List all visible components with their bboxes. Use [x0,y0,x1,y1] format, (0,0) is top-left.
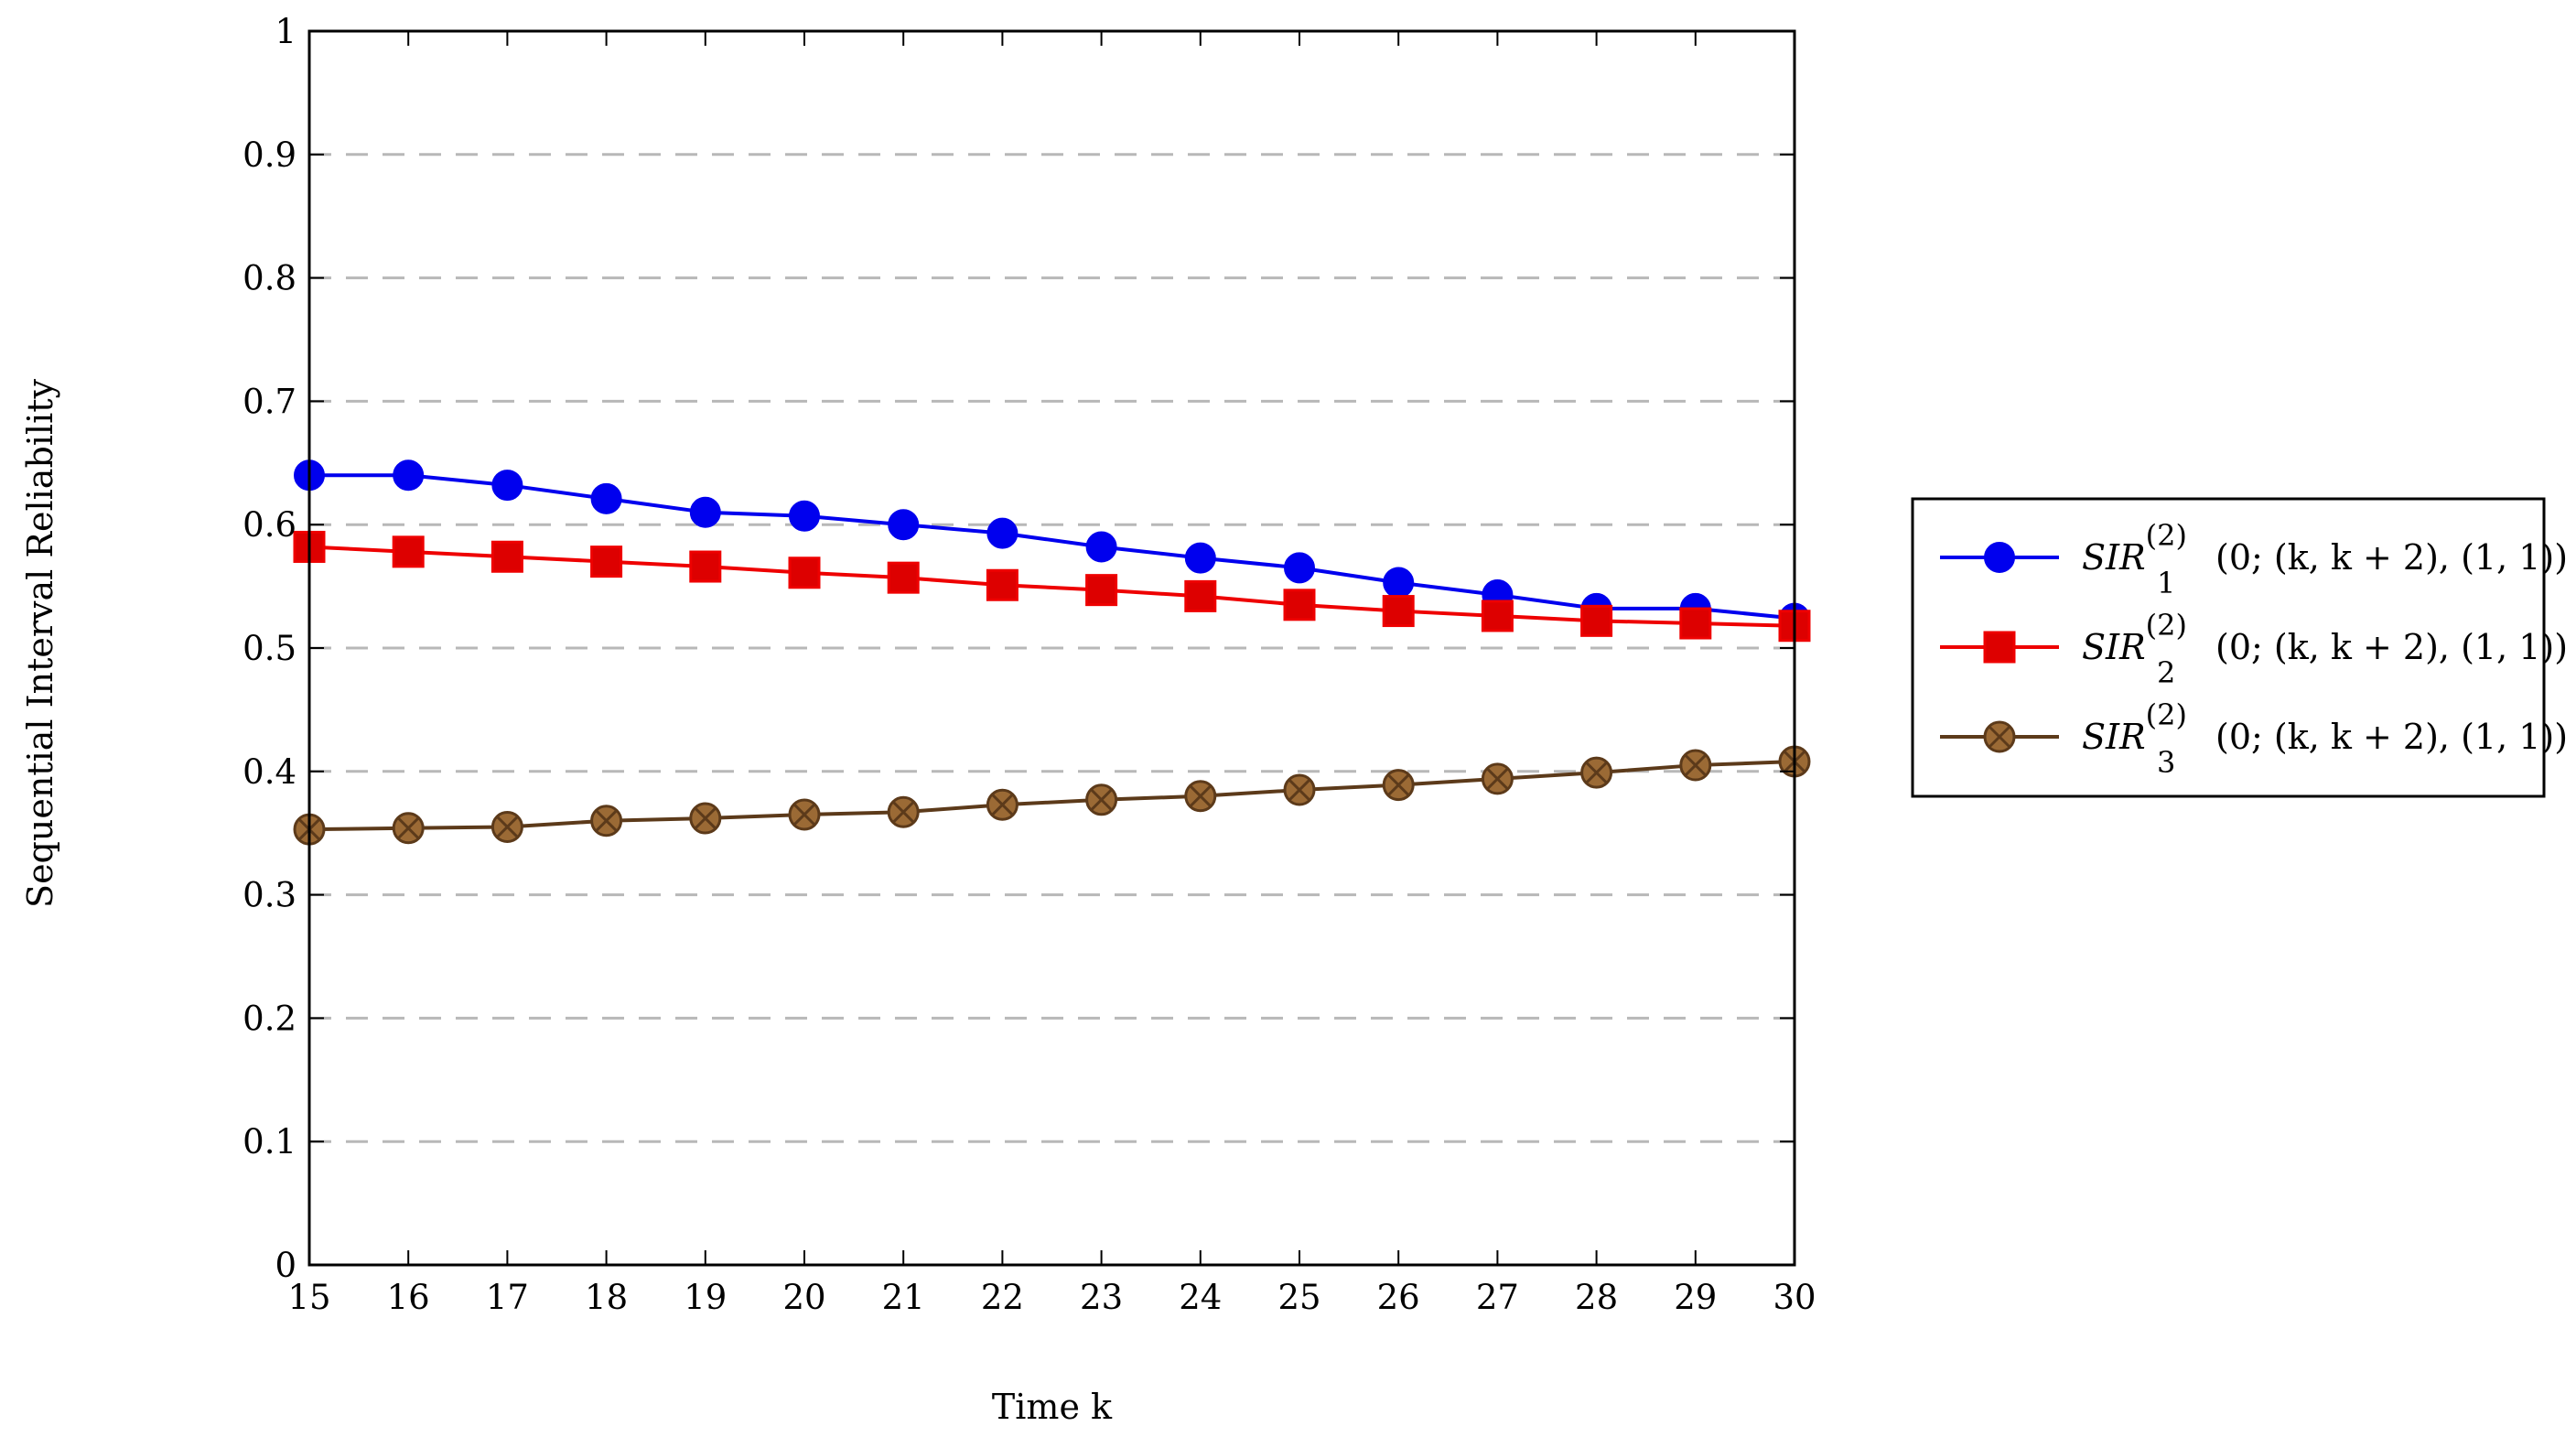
legend-item-1: SIR(2) 1(0; (k, k + 2), (1, 1)) [1940,518,2568,600]
series-1-point [393,459,425,492]
x-axis-title: Time k [992,1387,1113,1427]
series-2-point [1679,607,1712,640]
legend-item-3: SIR(2) 3(0; (k, k + 2), (1, 1)) [1940,697,2568,780]
y-tick-label: 0.3 [243,876,296,915]
x-tick-label: 28 [1575,1278,1618,1317]
series-1-point [1184,542,1216,574]
legend-swatch-marker [1983,631,2016,664]
x-tick-label: 25 [1277,1278,1320,1317]
y-tick-label: 0.6 [243,505,296,545]
x-tick-label: 16 [387,1278,430,1317]
legend: SIR(2) 1(0; (k, k + 2), (1, 1))SIR(2) 2(0;… [1911,497,2568,798]
axis-ticks [308,30,1795,1266]
series-1-point [1284,552,1315,584]
x-tick-label: 15 [287,1278,330,1317]
series-2-point [490,540,523,573]
series-2-point [392,535,425,568]
series-3-point [392,812,425,845]
legend-label: SIR(2) 1(0; (k, k + 2), (1, 1)) [2082,518,2568,600]
y-tick-label: 0 [275,1246,296,1285]
series-2 [293,530,1811,643]
series-1-point [986,517,1019,549]
y-tick-label: 0.5 [243,629,296,668]
series-1-point [1085,531,1117,563]
series-2-point [1184,579,1217,612]
legend-label: SIR(2) 3(0; (k, k + 2), (1, 1)) [2082,697,2568,780]
series-2-point [1085,574,1118,607]
legend-item-2: SIR(2) 2(0; (k, k + 2), (1, 1)) [1940,608,2568,690]
series-2-point [689,550,722,583]
series-2-point [788,556,821,589]
y-tick-label: 0.4 [243,752,296,792]
y-tick-label: 0.7 [243,382,296,421]
series-2-point [590,546,623,578]
series-3-point [1679,749,1712,782]
series-1-point [491,470,523,502]
x-tick-label: 22 [981,1278,1024,1317]
y-tick-label: 1 [275,12,296,51]
series-3-point [490,810,523,843]
series-2-point [986,568,1019,601]
series-3-point [1481,762,1514,795]
series-3-point [1382,769,1415,802]
series-3-point [887,795,920,828]
y-tick-label: 0.8 [243,259,296,298]
series-2-point [1580,604,1613,637]
series-2-point [887,561,920,594]
series-1-point [888,509,920,541]
y-axis-title: Sequential Interval Reliability [20,379,60,908]
series-1-line [309,473,1795,621]
x-tick-label: 30 [1773,1278,1816,1317]
x-axis-tick-labels: 15 16 17 18 19 20 21 22 23 24 25 26 27 28 29 30 [287,1278,1816,1317]
x-tick-label: 24 [1179,1278,1222,1317]
series-3-point [1085,783,1118,816]
series-2-line [308,545,1795,628]
series-3-point [1283,773,1316,806]
y-tick-label: 0.1 [243,1122,296,1161]
series-3-point [1184,780,1217,813]
series-2-point [1481,600,1514,632]
x-tick-label: 21 [882,1278,925,1317]
x-tick-label: 26 [1377,1278,1420,1317]
legend-label: SIR(2) 2(0; (k, k + 2), (1, 1)) [2082,608,2568,690]
series-3-point [986,788,1019,821]
x-tick-label: 19 [684,1278,727,1317]
series-3-point [1580,756,1613,789]
legend-swatch-marker [1983,720,2016,753]
x-tick-label: 20 [782,1278,825,1317]
series-2-point [1283,589,1316,621]
series-3-point [788,798,821,831]
x-tick-label: 29 [1674,1278,1717,1317]
series-3 [293,745,1811,846]
x-tick-label: 23 [1080,1278,1123,1317]
series-3-point [590,805,623,837]
x-tick-label: 17 [486,1278,529,1317]
series-1-point [590,482,622,514]
series-1-point [689,496,721,528]
series-layer [293,459,1811,846]
series-1-point [1383,567,1415,599]
legend-swatch-marker [1984,542,2015,573]
x-tick-label: 27 [1476,1278,1519,1317]
series-3-line [308,760,1795,832]
grid-lines [309,153,1795,1143]
series-3-point [689,802,722,835]
series-2-point [1382,595,1415,628]
series-1-point [789,500,820,532]
x-tick-label: 18 [585,1278,628,1317]
y-axis-tick-labels: 0 0.1 0.2 0.3 0.4 0.5 0.6 0.7 0.8 0.9 1 [243,12,296,1285]
y-tick-label: 0.2 [243,999,296,1038]
y-tick-label: 0.9 [243,135,296,175]
